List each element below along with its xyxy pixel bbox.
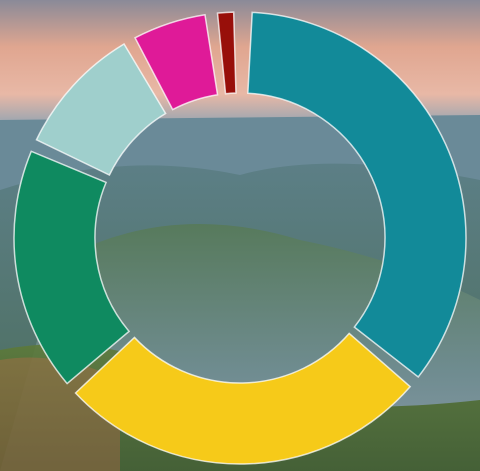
donut-slice <box>247 11 467 378</box>
donut-slice <box>134 13 219 111</box>
donut-slice <box>216 11 237 95</box>
donut-slice <box>13 150 131 385</box>
donut-slice <box>35 42 167 176</box>
donut-slice <box>74 332 412 465</box>
